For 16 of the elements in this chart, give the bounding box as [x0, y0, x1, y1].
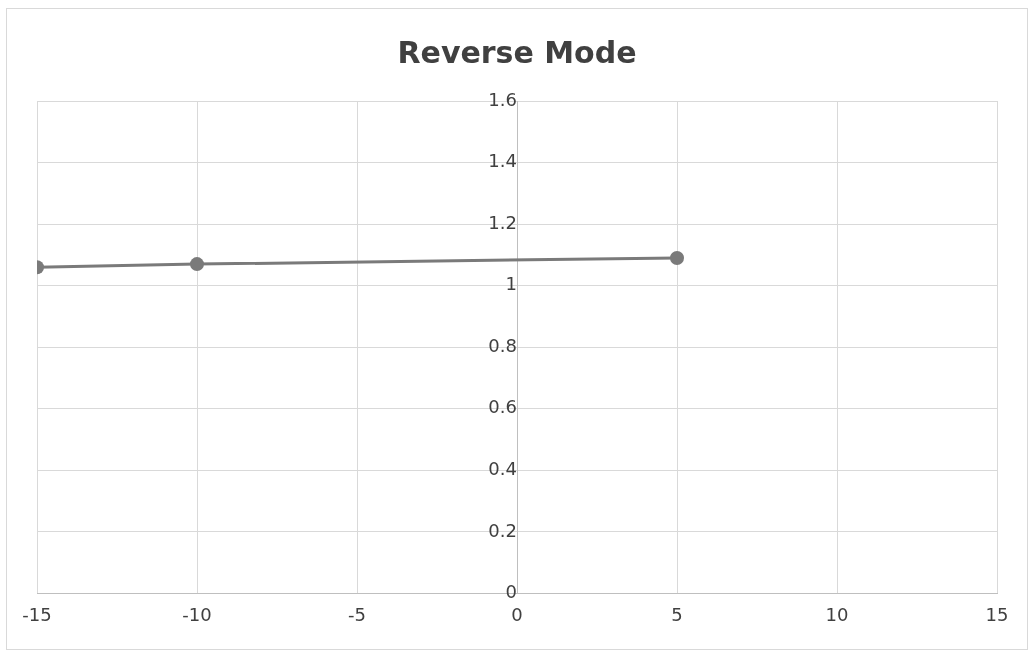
y-tick-label: 0.2 — [488, 519, 517, 541]
y-tick-label: 1.2 — [488, 211, 517, 233]
y-tick-label: 0 — [505, 581, 517, 603]
y-tick-label: 0.6 — [488, 396, 517, 418]
y-tick-label: 1.4 — [488, 150, 517, 172]
x-tick-label: -10 — [182, 603, 212, 625]
y-tick-label: 0.4 — [488, 457, 517, 479]
x-tick-label: 5 — [671, 603, 683, 625]
x-tick-label: 15 — [985, 603, 1009, 625]
chart-title: Reverse Mode — [397, 34, 637, 70]
x-tick-label: -5 — [348, 603, 366, 625]
y-tick-label: 1.6 — [488, 88, 517, 110]
y-tick-label: 0.8 — [488, 334, 517, 356]
x-tick-label: 10 — [825, 603, 849, 625]
x-tick-label: -15 — [22, 603, 52, 625]
y-tick-label: 1 — [505, 273, 517, 295]
